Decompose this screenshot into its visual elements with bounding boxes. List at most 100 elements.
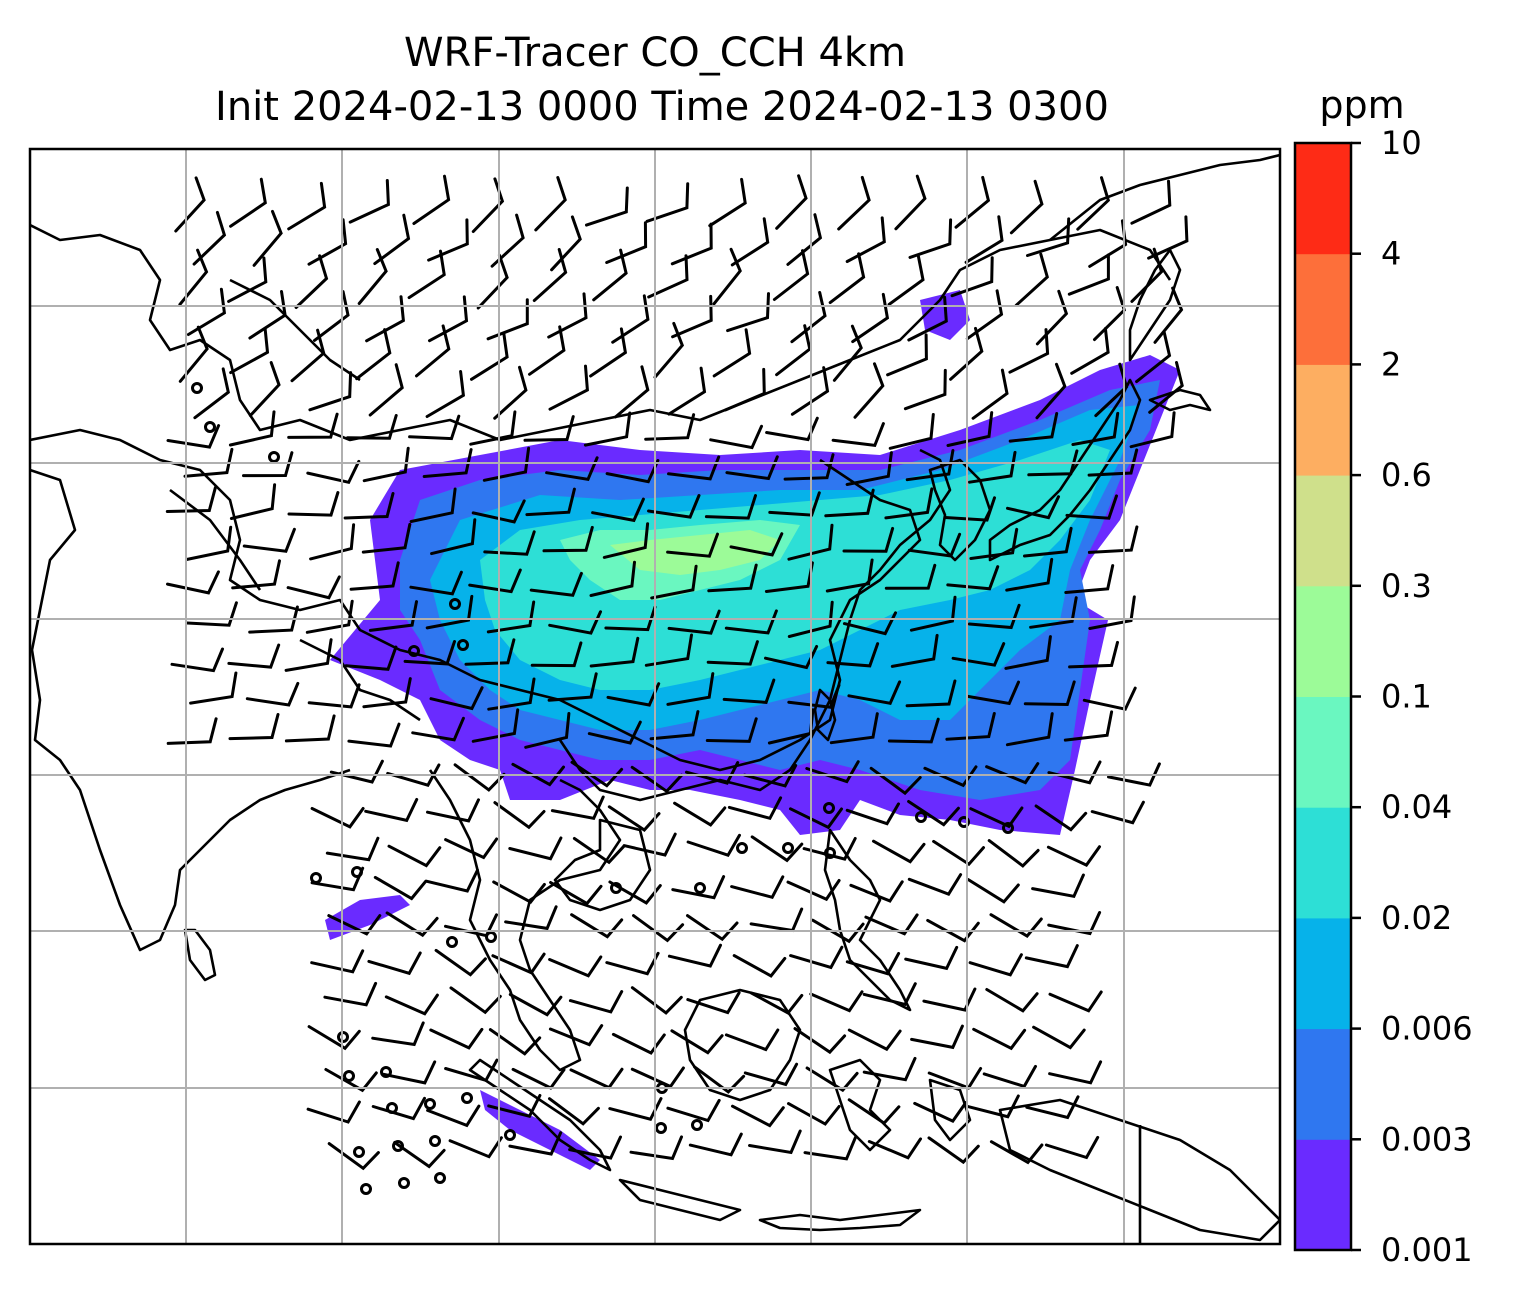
- map-frame: [28, 147, 1282, 1246]
- wind-barb: [765, 416, 819, 442]
- calm-wind-marker: [1002, 822, 1014, 834]
- wind-barb: [166, 424, 221, 449]
- colorbar-tick-label: 0.006: [1381, 1010, 1473, 1048]
- wind-barb: [324, 1068, 378, 1093]
- wind-barb: [1068, 640, 1119, 669]
- wind-barb: [667, 366, 707, 416]
- wind-barb: [384, 993, 439, 1016]
- wind-barb: [645, 182, 690, 223]
- wind-barb: [548, 1024, 604, 1047]
- wind-barb: [412, 174, 451, 225]
- colorbar-tick-label: 2: [1381, 345, 1401, 383]
- wind-barb: [922, 987, 977, 1012]
- tracer-contour-band: [325, 895, 410, 940]
- wind-barb: [790, 366, 830, 416]
- wind-barb: [644, 413, 696, 441]
- wind-barb: [371, 1021, 425, 1047]
- wind-barb: [903, 368, 947, 411]
- wind-barb: [907, 800, 960, 827]
- wind-barb: [987, 839, 1040, 868]
- wind-barb: [346, 414, 398, 440]
- wind-barb: [491, 952, 546, 975]
- colorbar-tick-label: 0.003: [1381, 1120, 1473, 1158]
- wind-barb: [493, 801, 546, 830]
- wind-barb: [245, 681, 300, 707]
- colorbar-segment: [1295, 585, 1351, 697]
- calm-wind-marker: [915, 811, 927, 823]
- wind-barb: [1071, 411, 1120, 446]
- wind-barb: [622, 832, 677, 857]
- wind-barb: [905, 449, 955, 482]
- wind-barb: [1148, 361, 1184, 414]
- wind-barb: [705, 717, 758, 743]
- wind-barb: [862, 1056, 917, 1082]
- wind-barb: [845, 952, 901, 976]
- wind-barb: [724, 367, 766, 412]
- wind-barb: [449, 986, 502, 1015]
- wind-barb: [1044, 1135, 1100, 1160]
- wind-barb: [614, 365, 650, 419]
- wind-barb: [869, 766, 922, 796]
- colorbar-segments: [1295, 143, 1351, 1251]
- wind-barb: [730, 217, 770, 267]
- wind-barb: [387, 844, 442, 868]
- wind-barb: [1046, 845, 1101, 867]
- wind-barb: [632, 914, 685, 943]
- wind-barb: [529, 571, 583, 597]
- wind-barb: [411, 716, 465, 742]
- wind-barb: [284, 638, 333, 672]
- wind-barb: [408, 414, 461, 441]
- wind-barb: [890, 633, 939, 668]
- wind-barb: [927, 1136, 980, 1165]
- wind-barb: [307, 683, 361, 709]
- wind-barb: [1070, 327, 1110, 375]
- wind-barb: [1063, 710, 1114, 742]
- colorbar-segment: [1295, 143, 1351, 255]
- colorbar-segment: [1295, 917, 1351, 1030]
- wind-barb: [764, 645, 819, 670]
- colorbar-segment: [1295, 1028, 1351, 1140]
- wind-barb: [444, 837, 499, 860]
- wind-barb: [829, 712, 879, 745]
- wind-barb: [1130, 247, 1164, 303]
- wind-barb: [548, 1097, 600, 1126]
- wind-barb: [786, 213, 823, 266]
- wind-barb: [348, 179, 390, 224]
- wind-barb: [1087, 525, 1139, 554]
- wind-barb: [532, 248, 568, 302]
- wind-barb: [305, 599, 354, 634]
- wind-barb: [323, 981, 378, 1007]
- wind-barb: [1031, 873, 1085, 898]
- wind-barb: [525, 487, 576, 517]
- wind-barb: [310, 949, 365, 974]
- wind-barb: [361, 522, 412, 554]
- wind-barb: [310, 807, 365, 829]
- wind-barb: [946, 565, 1000, 591]
- wind-barb: [1024, 944, 1079, 969]
- colorbar-ticks: 0.001 0.003 0.006 0.02 0.04 0.1 0.3 0.6 2 4 10: [1351, 124, 1473, 1269]
- wind-barb: [428, 295, 469, 343]
- wind-barb: [743, 1062, 799, 1087]
- wind-barb: [469, 410, 517, 446]
- calm-wind-marker: [434, 1172, 446, 1184]
- wind-barb: [732, 954, 787, 978]
- wind-barb: [523, 415, 575, 442]
- wind-barb: [344, 645, 398, 671]
- wind-barb: [530, 641, 583, 668]
- wind-barb: [403, 640, 456, 666]
- wind-barb: [415, 324, 451, 378]
- wind-barb: [1087, 448, 1139, 477]
- wind-barb: [471, 177, 505, 233]
- wind-barb: [476, 253, 509, 310]
- wind-barb: [666, 532, 719, 558]
- wind-barb: [989, 1140, 1044, 1165]
- wind-barb: [884, 487, 934, 520]
- wind-barb: [547, 672, 598, 702]
- wind-barb: [725, 455, 779, 481]
- wind-barb: [904, 945, 959, 971]
- wind-barb: [982, 1064, 1037, 1089]
- wind-barb: [228, 410, 276, 447]
- wind-barb: [1006, 495, 1060, 520]
- calm-wind-marker: [353, 1146, 365, 1158]
- wind-barb: [1048, 990, 1103, 1013]
